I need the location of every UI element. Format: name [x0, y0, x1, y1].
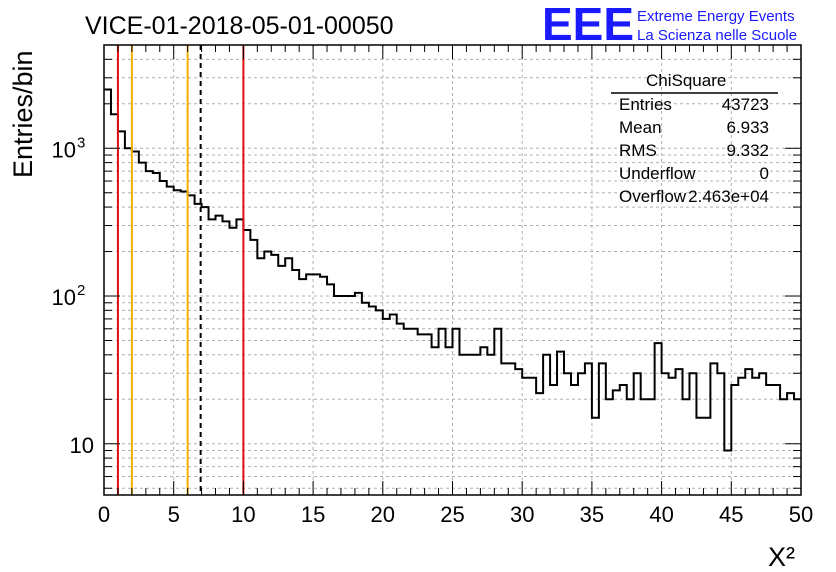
stats-label: Underflow [619, 164, 696, 183]
stats-label: Mean [619, 118, 662, 137]
stats-value: 0 [760, 164, 769, 183]
x-tick-label: 5 [168, 502, 180, 527]
grid-lines [104, 44, 801, 495]
x-tick-label: 10 [231, 502, 255, 527]
y-tick-label: 10 [70, 433, 94, 458]
logo-line1: Extreme Energy Events [637, 8, 795, 25]
logo-line2: La Scienza nelle Scuole [637, 27, 797, 44]
eee-logo: EEE Extreme Energy Events La Scienza nel… [542, 0, 797, 50]
threshold-lines [116, 45, 245, 495]
x-tick-label: 50 [789, 502, 813, 527]
x-tick-label: 15 [301, 502, 325, 527]
x-tick-label: 0 [98, 502, 110, 527]
y-tick-label: 10 [52, 285, 76, 310]
x-tick-label: 45 [719, 502, 743, 527]
x-tick-label: 35 [580, 502, 604, 527]
stats-value: 2.463e+04 [688, 187, 769, 206]
y-tick-exponent: 3 [77, 134, 85, 151]
x-axis-label: X² [768, 542, 795, 572]
y-axis-label: Entries/bin [8, 50, 38, 178]
x-tick-label: 25 [440, 502, 464, 527]
stats-value: 6.933 [726, 118, 769, 137]
stats-label: Entries [619, 95, 672, 114]
stats-title: ChiSquare [646, 71, 726, 90]
x-tick-label: 40 [649, 502, 673, 527]
histogram-line [104, 88, 801, 452]
stats-box: ChiSquare Entries 43723 Mean 6.933 RMS 9.332 U… [611, 71, 778, 206]
chart-title: VICE-01-2018-05-01-00050 [85, 12, 394, 40]
stats-value: 43723 [722, 95, 769, 114]
stats-label: RMS [619, 141, 657, 160]
stats-value: 9.332 [726, 141, 769, 160]
logo-text: EEE [542, 0, 634, 50]
stats-label: Overflow [619, 187, 687, 206]
x-tick-label: 20 [371, 502, 395, 527]
x-tick-label: 30 [510, 502, 534, 527]
y-tick-exponent: 2 [77, 282, 85, 299]
y-tick-label: 10 [52, 137, 76, 162]
histogram [104, 88, 801, 452]
